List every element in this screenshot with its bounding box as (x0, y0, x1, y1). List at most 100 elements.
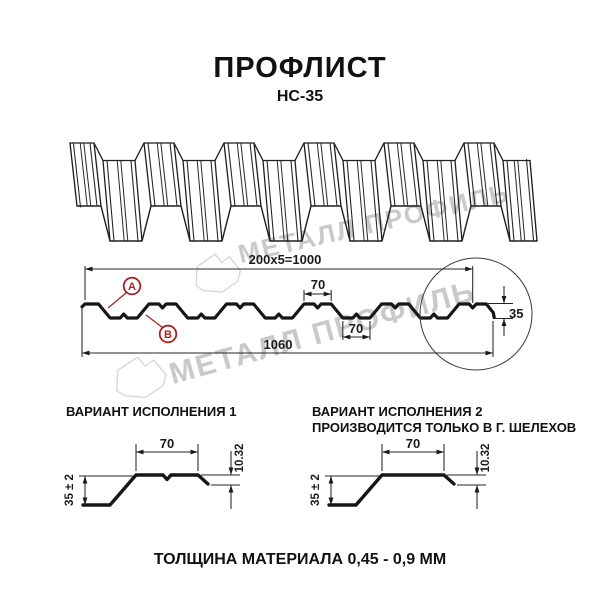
fold-line (463, 142, 472, 207)
bend-line (409, 142, 418, 207)
groove-line (160, 142, 169, 207)
dimension-arrow (342, 334, 351, 340)
dimension-arrow (485, 350, 493, 356)
dim-label-height-35: 35 (509, 306, 523, 321)
groove-line (356, 160, 365, 242)
dimension-arrow (82, 476, 88, 484)
dimension-arrow (474, 485, 480, 493)
groove-line (83, 142, 92, 207)
groove-line (360, 160, 369, 242)
groove-line (316, 142, 325, 207)
variant-profile (327, 473, 456, 507)
dimension-arrow (328, 497, 334, 505)
variant-1-header: ВАРИАНТ ИСПОЛНЕНИЯ 1 (66, 404, 236, 419)
groove-line (436, 160, 445, 242)
fold-line (422, 159, 431, 242)
bend-line (426, 159, 435, 242)
bend-line (489, 142, 498, 207)
dimension-arrow (362, 334, 370, 340)
right-cut-edge (529, 159, 538, 242)
fold-line (493, 142, 502, 207)
variant-2-drawing (325, 444, 486, 509)
bend-line (249, 142, 258, 207)
groove-line (513, 160, 522, 242)
left-cut-edge (69, 142, 78, 207)
right-cut-edge (525, 158, 535, 241)
groove-line (196, 160, 205, 242)
bend-line (346, 159, 355, 242)
groove-line (276, 160, 285, 242)
dim-label-crest-70: 70 (311, 277, 325, 292)
marker-b-letter: В (164, 329, 172, 341)
fold-line (102, 159, 111, 242)
material-thickness-note: ТОЛЩИНА МАТЕРИАЛА 0,45 - 0,9 ММ (154, 551, 446, 568)
bend-line (467, 142, 476, 207)
dim-label-overall-1060: 1060 (264, 337, 293, 352)
dimension-arrow (501, 296, 507, 304)
fold-line (294, 159, 303, 242)
variant-1-dim-70: 70 (160, 436, 174, 451)
groove-line (79, 142, 88, 207)
dimension-arrow (190, 449, 198, 455)
fold-line (333, 142, 342, 207)
groove-line (476, 142, 485, 207)
groove-line (116, 160, 125, 242)
groove-line (400, 142, 409, 207)
dimension-arrow (82, 497, 88, 505)
dimension-arrow (382, 449, 390, 455)
bend-line (106, 159, 115, 242)
fold-line (383, 142, 392, 207)
fold-line (303, 142, 312, 207)
metall-profil-logo-icon (195, 253, 242, 293)
dimension-arrow (323, 291, 332, 297)
detail-circle (419, 257, 533, 371)
bend-line (370, 159, 379, 242)
groove-line (480, 142, 489, 207)
groove-line (280, 160, 289, 242)
variant-2-header-line2: ПРОИЗВОДИТСЯ ТОЛЬКО В Г. ШЕЛЕХОВ (312, 420, 576, 435)
fold-line (182, 159, 191, 242)
fold-line (173, 142, 182, 207)
marker-a-circle (122, 276, 142, 296)
dimension-arrow (328, 476, 334, 484)
dimension-arrow (136, 449, 144, 455)
metall-profil-logo-icon (115, 356, 167, 398)
fold-line (143, 142, 152, 207)
fold-line (413, 142, 422, 207)
fold-line (134, 159, 143, 242)
variant-2-dim-lip: 10.32 (480, 444, 492, 473)
bend-line (210, 159, 219, 242)
bend-line (130, 159, 139, 242)
groove-line (517, 160, 526, 242)
variant-2-dim-35: 35 ± 2 (310, 474, 322, 506)
sheet-front-edge (76, 205, 538, 242)
bend-line (147, 142, 156, 207)
bend-line (186, 159, 195, 242)
dimension-arrow (82, 350, 90, 356)
fold-line (262, 159, 271, 242)
variant-profile (81, 473, 210, 507)
groove-line (320, 142, 329, 207)
groove-line (396, 142, 405, 207)
fold-line (374, 159, 383, 242)
profile-cross-section (80, 302, 496, 320)
left-cut-edge (72, 143, 82, 208)
bend-line (227, 142, 236, 207)
variant-2-header-line1: ВАРИАНТ ИСПОЛНЕНИЯ 2 (312, 404, 482, 419)
bend-line (329, 142, 338, 207)
groove-line (236, 142, 245, 207)
fold-line (454, 159, 463, 242)
variant-1-drawing (79, 444, 240, 509)
dimension-arrow (474, 467, 480, 475)
dimension-arrow (228, 485, 234, 493)
marker-b-circle (158, 324, 178, 344)
dimension-arrow (228, 467, 234, 475)
variant-1-dim-lip: 10.32 (234, 444, 246, 473)
dimension-arrow (85, 266, 93, 272)
groove-line (200, 160, 209, 242)
bend-line (290, 159, 299, 242)
fold-line (214, 159, 223, 242)
cross-section-drawing (80, 257, 533, 371)
